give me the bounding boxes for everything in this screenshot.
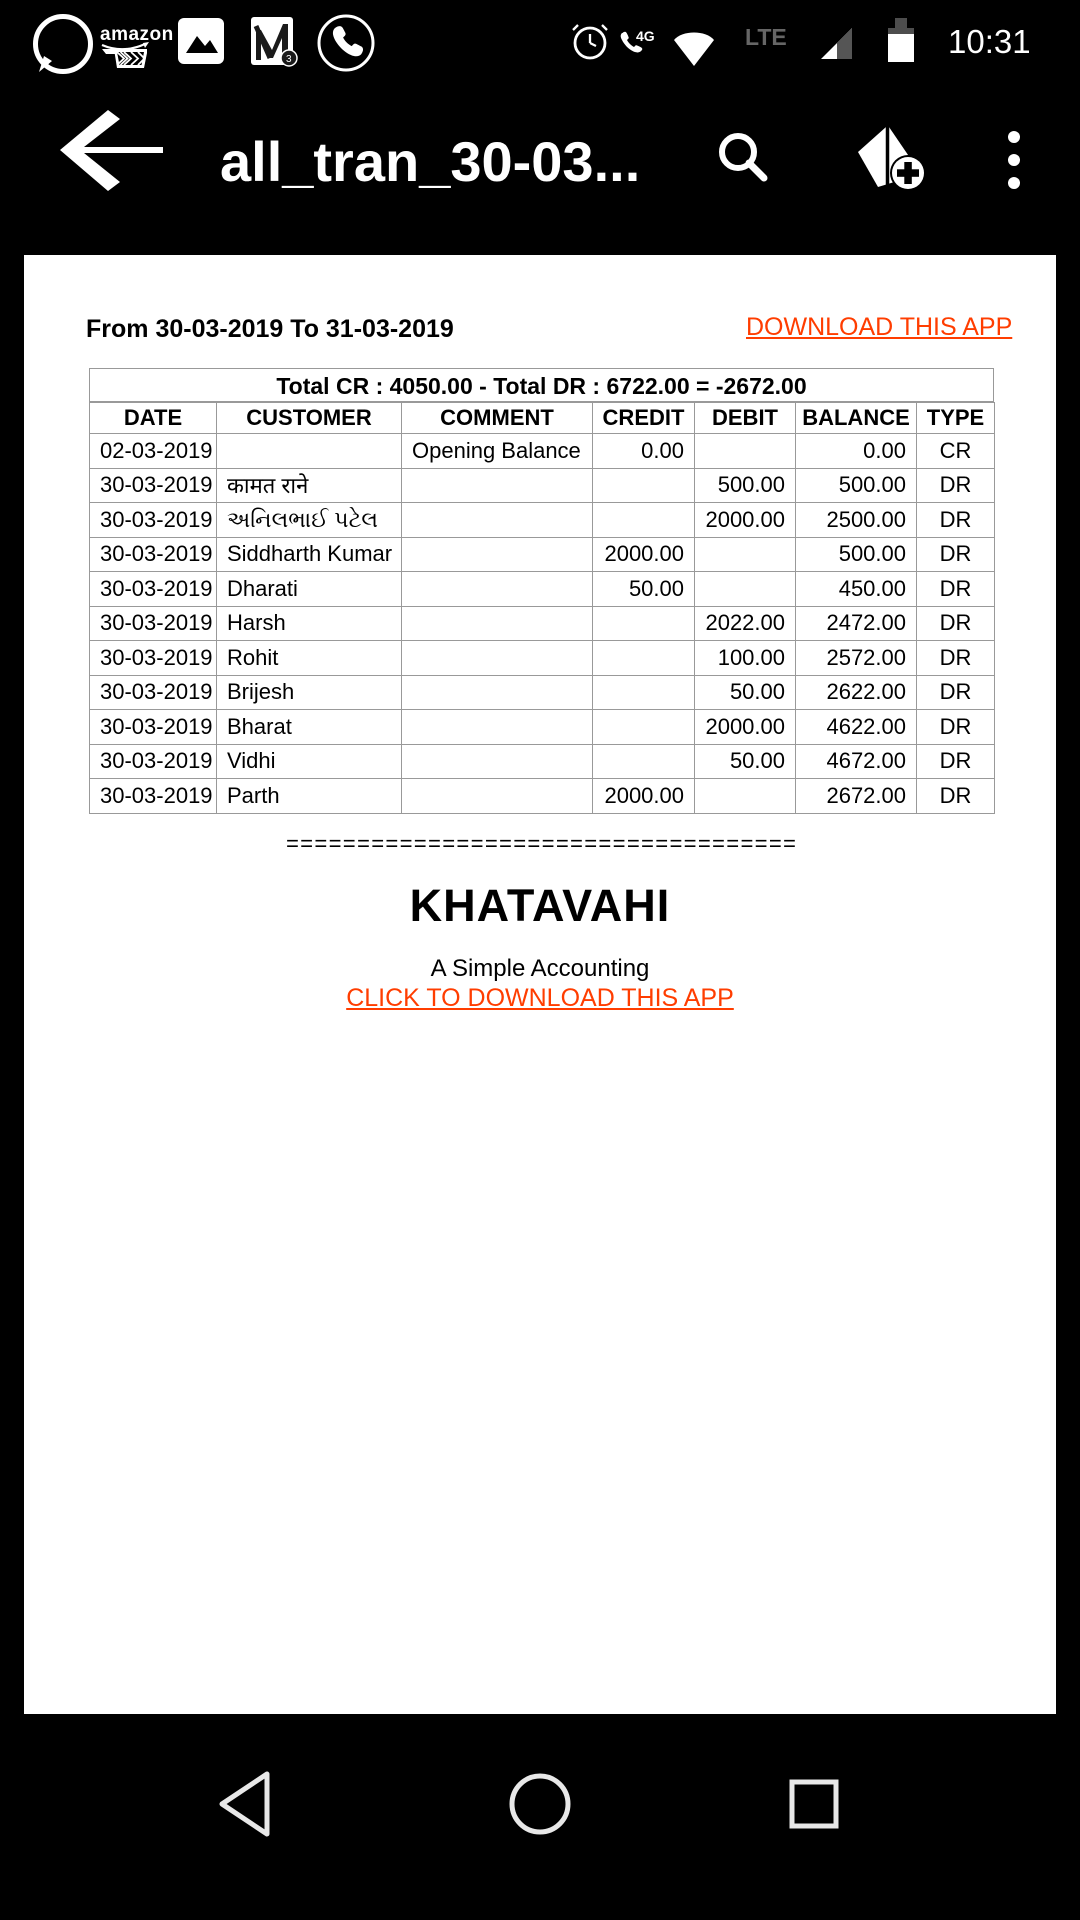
svg-text:all_tran_30-03...: all_tran_30-03... (220, 130, 640, 193)
svg-text:3: 3 (286, 54, 292, 65)
svg-text:amazon: amazon (100, 24, 174, 45)
svg-text:10:31: 10:31 (948, 23, 1031, 60)
svg-text:4G: 4G (636, 28, 655, 44)
svg-text:LTE: LTE (745, 24, 787, 50)
